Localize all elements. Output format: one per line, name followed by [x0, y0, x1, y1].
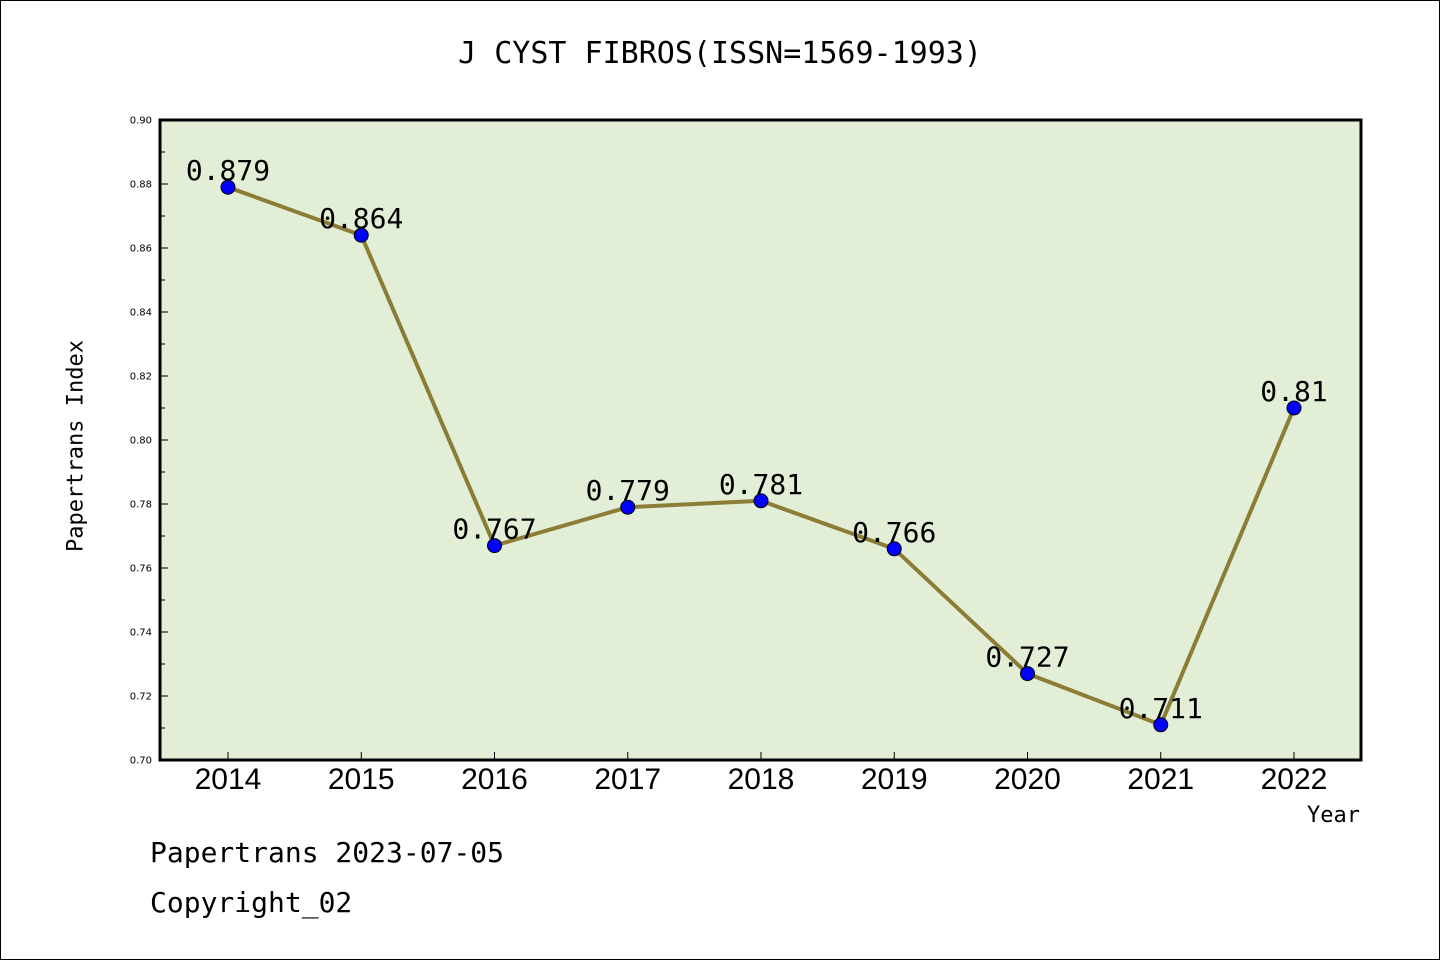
y-tick-label: 0.80: [130, 436, 152, 447]
x-tick-label: 2015: [328, 763, 395, 796]
data-point: [1286, 400, 1302, 416]
footer-copyright: Copyright_02: [150, 886, 353, 919]
data-point: [220, 179, 236, 195]
x-tick-label: 2019: [861, 763, 928, 796]
y-tick-label: 0.86: [130, 244, 152, 255]
data-label: 0.767: [452, 513, 536, 546]
data-label: 0.727: [985, 641, 1069, 674]
x-tick-label: 2016: [461, 763, 528, 796]
y-tick-label: 0.88: [130, 180, 152, 191]
data-point: [620, 499, 636, 515]
data-point: [886, 541, 902, 557]
x-tick-label: 2021: [1127, 763, 1194, 796]
data-label: 0.766: [852, 516, 936, 549]
y-tick-label: 0.72: [130, 692, 152, 703]
y-tick-label: 0.76: [130, 564, 152, 575]
data-point: [487, 538, 502, 554]
y-tick-label: 0.70: [130, 756, 152, 767]
x-tick-label: 2018: [728, 763, 795, 796]
y-tick-label: 0.82: [130, 372, 152, 383]
data-point: [753, 493, 769, 509]
y-tick-label: 0.78: [130, 500, 152, 511]
x-tick-label: 2020: [994, 763, 1061, 796]
y-tick-label: 0.84: [130, 308, 152, 319]
x-tick-label: 2014: [195, 763, 262, 796]
data-label: 0.864: [319, 202, 403, 235]
data-label: 0.81: [1260, 375, 1327, 408]
x-tick-label: 2022: [1261, 763, 1328, 796]
x-axis-label: Year: [1307, 803, 1360, 828]
chart-title: J CYST FIBROS(ISSN=1569-1993): [458, 36, 982, 71]
data-point: [1020, 666, 1035, 682]
data-label: 0.879: [186, 154, 270, 187]
footer-date: Papertrans 2023-07-05: [150, 836, 505, 869]
plot-background: [160, 120, 1361, 760]
data-point: [1153, 717, 1169, 733]
data-label: 0.781: [719, 468, 803, 501]
x-tick-label: 2017: [594, 763, 661, 796]
plot-border: [158, 118, 1363, 762]
data-label: 0.779: [586, 474, 670, 507]
y-tick-label: 0.90: [130, 116, 152, 127]
data-label: 0.711: [1119, 692, 1203, 725]
data-point: [353, 227, 369, 243]
y-tick-label: 0.74: [130, 628, 152, 639]
